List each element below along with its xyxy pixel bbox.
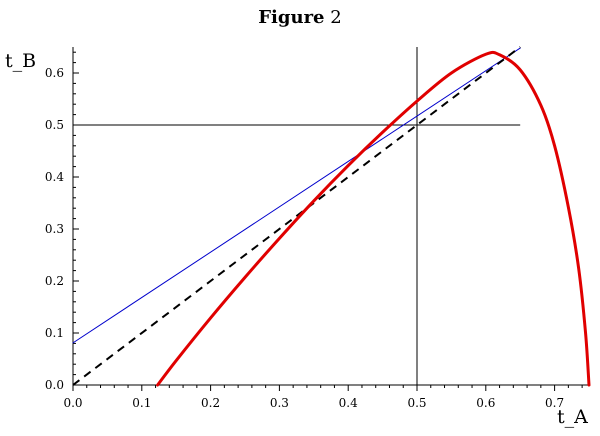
x-tick-label: 0.1 [132, 396, 151, 410]
figure-title-number: 2 [330, 7, 341, 28]
y-tick-label: 0.2 [45, 274, 64, 288]
y-tick-label: 0.1 [45, 326, 64, 340]
x-tick-label: 0.4 [339, 396, 358, 410]
blue-line [72, 47, 521, 344]
plot-area: 0.0 0.1 0.2 0.3 0.4 0.5 0.6 0.7 0.0 0.1 0.2 0.3 0.4 0… [45, 46, 591, 410]
x-tick-label: 0.3 [270, 396, 289, 410]
dashed-diagonal-line [72, 46, 521, 386]
y-tick-label: 0.3 [45, 222, 64, 236]
x-tick-label: 0.6 [476, 396, 495, 410]
figure-title: Figure 2 [258, 7, 341, 28]
red-curve [156, 50, 591, 387]
y-axis-label: t_B [5, 50, 36, 72]
x-tick-label: 0.7 [545, 396, 564, 410]
x-tick-label: 0.0 [63, 396, 82, 410]
y-tick-label: 0.5 [45, 118, 64, 132]
x-tick-label: 0.5 [407, 396, 426, 410]
x-axis-label: t_A [557, 406, 588, 428]
figure-title-word: Figure [258, 7, 324, 28]
y-tick-label: 0.6 [45, 66, 64, 80]
x-tick-label: 0.2 [201, 396, 220, 410]
y-tick-label: 0.4 [45, 170, 64, 184]
y-tick-label: 0.0 [45, 378, 64, 392]
